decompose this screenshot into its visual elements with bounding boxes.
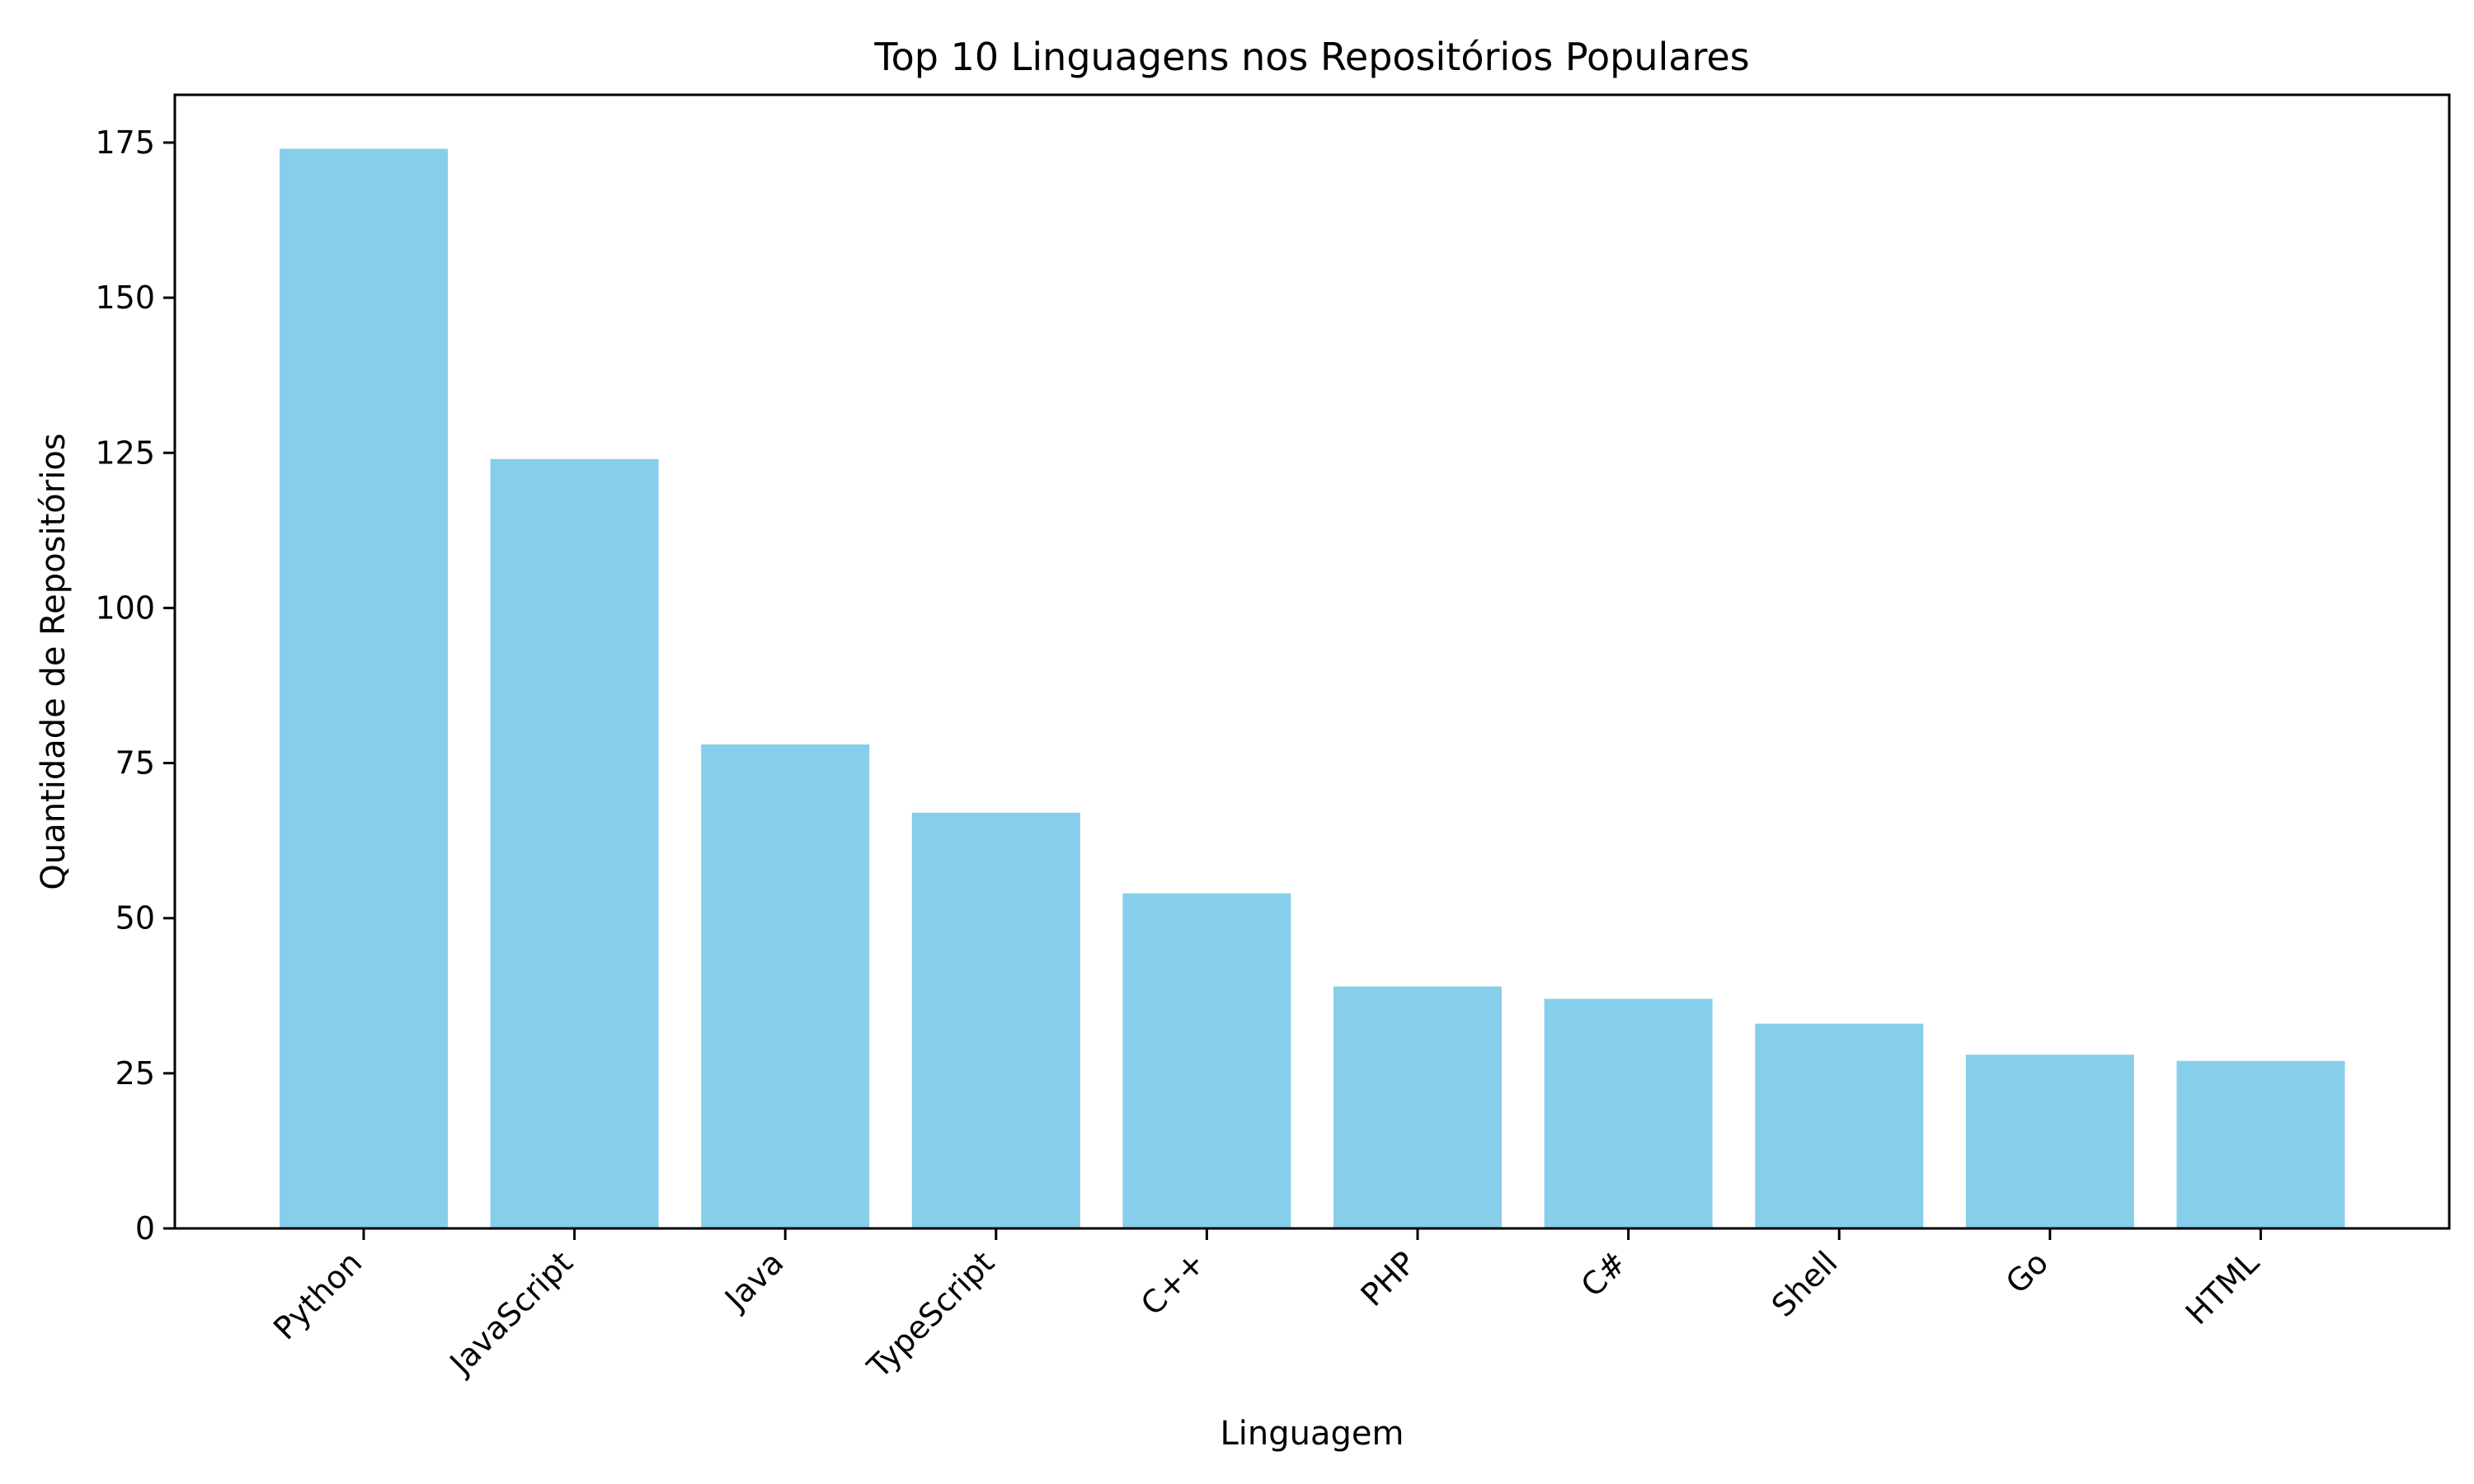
y-tick-label: 175	[95, 124, 155, 161]
bar-shell	[1755, 1023, 1924, 1228]
y-tick-label: 0	[135, 1210, 155, 1247]
x-axis: Python JavaScript Java TypeScript C++ PHP C# Sh…	[266, 1228, 2266, 1386]
y-tick-label: 25	[115, 1055, 155, 1092]
bar-go	[1965, 1054, 2134, 1228]
x-tick-label: Go	[1999, 1244, 2055, 1300]
x-axis-label: Linguagem	[1221, 1415, 1404, 1453]
y-tick-label: 125	[95, 434, 155, 471]
y-axis-label: Quantidade de Repositórios	[35, 433, 73, 890]
bar-javascript	[490, 458, 659, 1228]
bar-html	[2176, 1060, 2345, 1228]
bar-python	[280, 148, 448, 1228]
y-tick-label: 100	[95, 589, 155, 626]
bar-c-	[1544, 998, 1713, 1228]
y-axis: 0 25 50 75 100 125 150 175	[95, 124, 175, 1247]
x-tick-label: C#	[1574, 1244, 1634, 1303]
bar-java	[701, 744, 870, 1228]
bars-group	[280, 148, 2345, 1228]
x-tick-label: C++	[1134, 1244, 1212, 1322]
bar-c-	[1122, 893, 1291, 1228]
bar-typescript	[911, 812, 1080, 1228]
y-tick-label: 50	[115, 900, 155, 937]
x-tick-label: JavaScript	[442, 1244, 580, 1382]
x-tick-label: HTML	[2179, 1244, 2266, 1331]
bar-php	[1333, 986, 1502, 1228]
plot-area-frame	[173, 93, 2451, 1230]
y-tick-label: 75	[115, 745, 155, 782]
x-tick-label: Java	[717, 1244, 790, 1317]
x-tick-label: TypeScript	[860, 1244, 1001, 1385]
y-tick-label: 150	[95, 279, 155, 316]
x-tick-label: Python	[266, 1244, 369, 1346]
x-tick-label: Shell	[1765, 1244, 1845, 1324]
chart-title: Top 10 Linguagens nos Repositórios Popul…	[873, 35, 1749, 79]
x-tick-label: PHP	[1354, 1244, 1423, 1313]
